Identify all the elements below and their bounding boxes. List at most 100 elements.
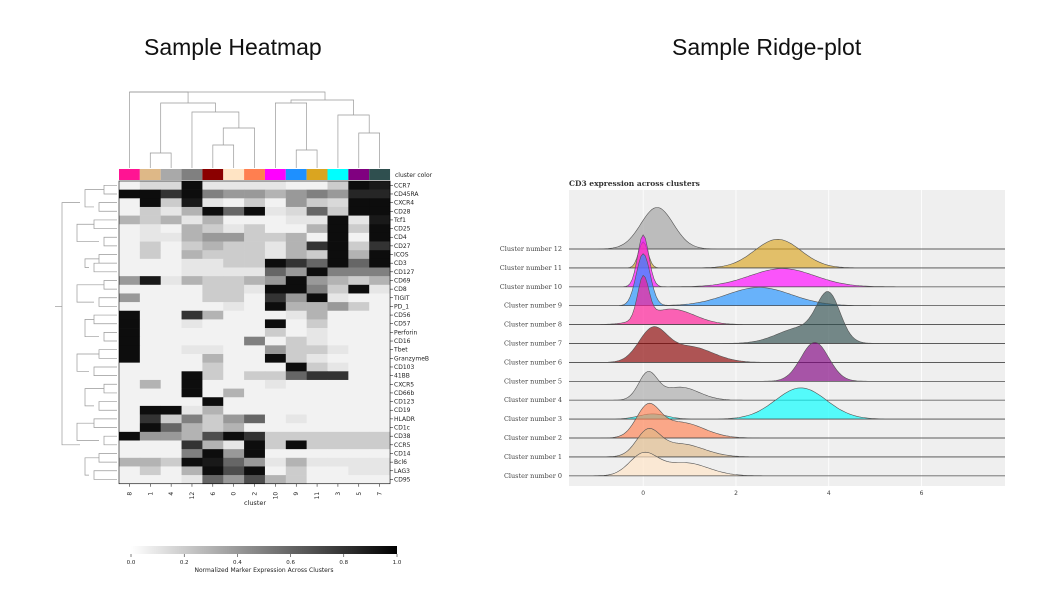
heatmap-row-label: CD19 xyxy=(394,407,411,414)
heatmap-cell xyxy=(223,475,245,485)
heatmap-cell xyxy=(119,371,141,381)
heatmap-col-label: 5 xyxy=(356,492,363,496)
heatmap-cell xyxy=(285,345,307,355)
heatmap-cell xyxy=(119,475,141,485)
heatmap-cell xyxy=(264,371,287,381)
heatmap-cell xyxy=(264,354,287,363)
heatmap-cell xyxy=(223,466,245,476)
heatmap-cell xyxy=(348,431,370,441)
heatmap-cell xyxy=(139,258,161,268)
cluster-color-swatch xyxy=(223,169,245,180)
heatmap-cell xyxy=(244,284,266,294)
heatmap-cell xyxy=(202,310,224,320)
heatmap-cell xyxy=(306,388,328,398)
heatmap-cell xyxy=(202,362,224,372)
heatmap-cell xyxy=(223,457,245,467)
heatmap-cell xyxy=(160,423,182,433)
heatmap-cell xyxy=(327,423,349,433)
heatmap-cell xyxy=(348,405,370,415)
heatmap-cell xyxy=(139,319,161,329)
heatmap-row-label: CD56 xyxy=(394,312,411,319)
heatmap-cell xyxy=(223,276,245,286)
heatmap-cell xyxy=(139,224,161,234)
heatmap-cell xyxy=(264,232,287,242)
heatmap-cell xyxy=(369,449,391,459)
heatmap-cell xyxy=(244,224,266,234)
ridgeplot-title: Sample Ridge-plot xyxy=(672,34,862,60)
heatmap-cell xyxy=(285,310,307,320)
heatmap-cell xyxy=(264,449,287,459)
heatmap-cell xyxy=(306,475,328,485)
heatmap-col-label: 6 xyxy=(210,492,217,496)
cluster-color-swatch xyxy=(119,169,140,180)
heatmap-cell xyxy=(119,345,141,355)
heatmap-cell xyxy=(119,466,141,476)
heatmap-cell xyxy=(348,371,370,381)
heatmap-cell xyxy=(348,215,370,225)
heatmap-cell xyxy=(181,362,203,372)
heatmap-cell xyxy=(139,362,161,372)
heatmap-row-label: CD38 xyxy=(394,433,411,440)
heatmap-cell xyxy=(202,475,224,485)
heatmap-cell xyxy=(139,328,161,337)
heatmap-cell xyxy=(327,354,349,363)
heatmap-cell xyxy=(139,267,161,277)
heatmap-cell xyxy=(285,206,307,216)
heatmap-cell xyxy=(160,362,182,372)
heatmap-cell xyxy=(160,457,182,467)
heatmap-cell xyxy=(348,250,370,260)
heatmap-cell xyxy=(181,284,203,294)
heatmap-cell xyxy=(306,181,328,190)
colorbar-tick-label: 0.4 xyxy=(233,560,242,566)
heatmap-cell xyxy=(285,431,307,441)
heatmap-cell xyxy=(285,181,307,190)
heatmap-cell xyxy=(223,206,245,216)
heatmap-cell xyxy=(327,475,349,485)
heatmap-cell xyxy=(119,198,141,208)
heatmap-cell xyxy=(139,466,161,476)
heatmap-cell xyxy=(244,328,266,337)
heatmap-cell xyxy=(244,423,266,433)
heatmap-cell xyxy=(181,431,203,441)
colorbar-tick-label: 0.0 xyxy=(127,560,136,566)
heatmap-cell xyxy=(306,241,328,251)
heatmap-cell xyxy=(285,328,307,337)
heatmap-cell xyxy=(160,405,182,415)
heatmap-cell xyxy=(244,362,266,372)
heatmap-cell xyxy=(223,267,245,277)
heatmap-col-label: 3 xyxy=(335,492,342,496)
heatmap-row-label: 41BB xyxy=(394,373,410,380)
heatmap-row-label: Tbet xyxy=(393,347,408,354)
heatmap-cell xyxy=(264,215,287,225)
heatmap-col-label: 7 xyxy=(377,492,384,496)
heatmap-cell xyxy=(202,440,224,450)
heatmap-cell xyxy=(285,379,307,389)
ridge-series-label: Cluster number 9 xyxy=(504,302,562,310)
heatmap-cell xyxy=(348,379,370,389)
heatmap-cell xyxy=(181,414,203,424)
heatmap-cell xyxy=(202,215,224,225)
heatmap-row-label: CD28 xyxy=(394,208,411,215)
ridge-series-label: Cluster number 6 xyxy=(504,358,562,366)
heatmap-cell xyxy=(160,388,182,398)
heatmap-cell xyxy=(306,206,328,216)
heatmap-row-labels: CCR7CD45RACXCR4CD28Tcf1CD25CD4CD27ICOSCD… xyxy=(390,182,429,483)
heatmap-cell xyxy=(348,189,370,199)
heatmap-cell xyxy=(348,345,370,355)
heatmap-cell xyxy=(119,319,141,329)
heatmap-row-label: CCR5 xyxy=(394,442,411,449)
heatmap-cell xyxy=(160,215,182,225)
heatmap-cell xyxy=(119,457,141,467)
heatmap-cell xyxy=(223,414,245,424)
heatmap-cell xyxy=(119,431,141,441)
heatmap-cell xyxy=(264,250,287,260)
heatmap-cell xyxy=(285,466,307,476)
heatmap-cell xyxy=(119,250,141,260)
heatmap-cell xyxy=(327,241,349,251)
heatmap-cell xyxy=(139,284,161,294)
heatmap-cell xyxy=(285,224,307,234)
heatmap-cell xyxy=(139,388,161,398)
cluster-color-label: cluster color xyxy=(395,172,433,179)
heatmap-cell xyxy=(160,250,182,260)
